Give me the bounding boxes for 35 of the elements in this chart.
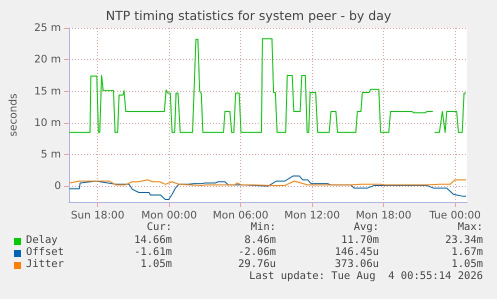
text: -2.06m [238, 246, 276, 258]
y-tick-label: 20 m [34, 54, 61, 66]
text: -1.61m [134, 246, 172, 258]
x-tick-label: Mon 00:00 [141, 210, 197, 222]
legend-label: Offset [26, 246, 64, 258]
text: Last update: Tue Aug 4 00:55:14 2026 [249, 270, 483, 282]
text: Avg: [354, 221, 379, 233]
x-tick-label: Sun 18:00 [70, 210, 124, 222]
text: Cur: [146, 221, 172, 233]
line-series [68, 176, 467, 200]
x-tick-label: Mon 12:00 [284, 210, 340, 222]
y-tick-label: 25 m [34, 22, 61, 34]
x-tick-label: Mon 18:00 [356, 210, 412, 222]
text: 1.05m [140, 258, 172, 270]
y-axis-title: seconds [8, 94, 20, 136]
legend-label: Delay [26, 234, 58, 246]
y-tick-label: 10 m [34, 116, 61, 129]
x-tick-label: Mon 06:00 [212, 210, 268, 222]
chart-title: NTP timing statistics for system peer - by day [106, 8, 392, 23]
text: Max: [458, 221, 483, 233]
text: 8.46m [244, 234, 276, 246]
text: 14.66m [134, 234, 172, 246]
y-tick-label: 0 [54, 180, 61, 192]
x-tick-label: Tue 00:00 [428, 210, 481, 222]
text: 29.76u [238, 258, 276, 270]
text: 1.67m [451, 246, 483, 258]
text: 11.70m [341, 234, 379, 246]
text: Min: [250, 221, 276, 233]
y-tick-label: 15 m [34, 85, 61, 98]
text: 1.05m [451, 258, 483, 270]
text: 373.06u [334, 258, 379, 270]
legend-label: Jitter [26, 258, 64, 270]
text: 23.34m [445, 234, 483, 246]
y-tick-label: 5 m [40, 148, 61, 161]
text: 146.45u [334, 246, 379, 258]
